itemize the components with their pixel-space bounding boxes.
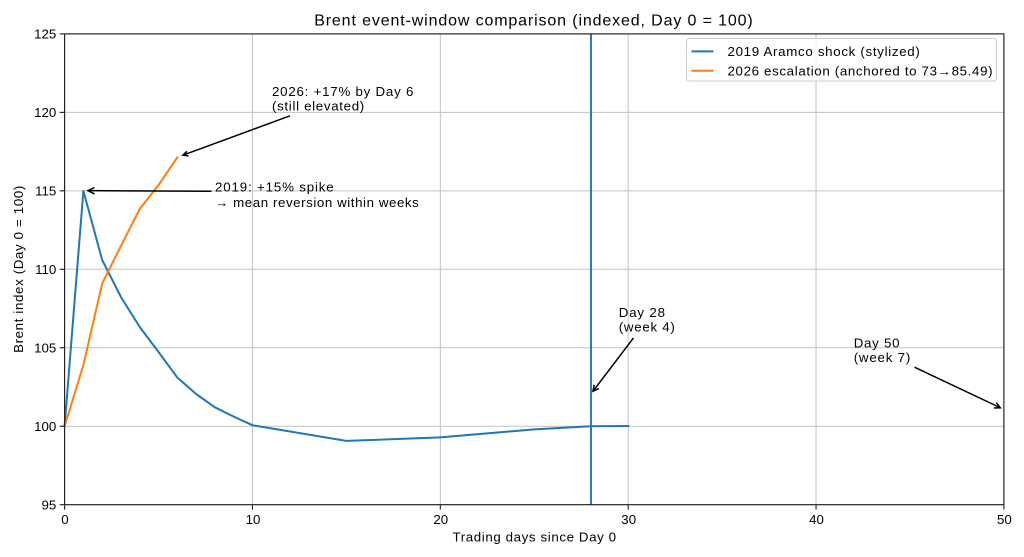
svg-text:(still elevated): (still elevated) — [272, 99, 365, 114]
svg-text:115: 115 — [35, 184, 56, 199]
svg-text:0: 0 — [61, 512, 68, 527]
svg-text:125: 125 — [34, 27, 56, 42]
svg-text:20: 20 — [433, 512, 448, 527]
svg-text:95: 95 — [42, 498, 57, 513]
svg-text:105: 105 — [34, 341, 56, 356]
svg-text:30: 30 — [621, 512, 636, 527]
svg-text:2019 Aramco shock (stylized): 2019 Aramco shock (stylized) — [728, 44, 921, 59]
svg-text:2019: +15% spike: 2019: +15% spike — [215, 180, 335, 195]
svg-text:110: 110 — [35, 262, 56, 277]
svg-text:2026: +17% by Day 6: 2026: +17% by Day 6 — [272, 84, 414, 99]
svg-text:Day 50: Day 50 — [854, 336, 901, 351]
svg-text:Day 28: Day 28 — [619, 305, 666, 320]
svg-text:2026 escalation (anchored to 7: 2026 escalation (anchored to 73→85.49) — [728, 64, 994, 79]
svg-text:40: 40 — [809, 512, 824, 527]
svg-text:Trading days since Day 0: Trading days since Day 0 — [453, 529, 617, 544]
svg-text:10: 10 — [246, 512, 261, 527]
svg-text:50: 50 — [997, 512, 1012, 527]
svg-text:(week 7): (week 7) — [854, 350, 911, 365]
svg-text:100: 100 — [34, 419, 56, 434]
svg-text:120: 120 — [34, 105, 56, 120]
svg-text:→ mean reversion within weeks: → mean reversion within weeks — [215, 195, 419, 210]
svg-text:Brent event-window comparison: Brent event-window comparison (indexed, … — [314, 12, 753, 29]
svg-text:(week 4): (week 4) — [619, 319, 676, 334]
svg-text:Brent index (Day 0 = 100): Brent index (Day 0 = 100) — [11, 185, 26, 353]
